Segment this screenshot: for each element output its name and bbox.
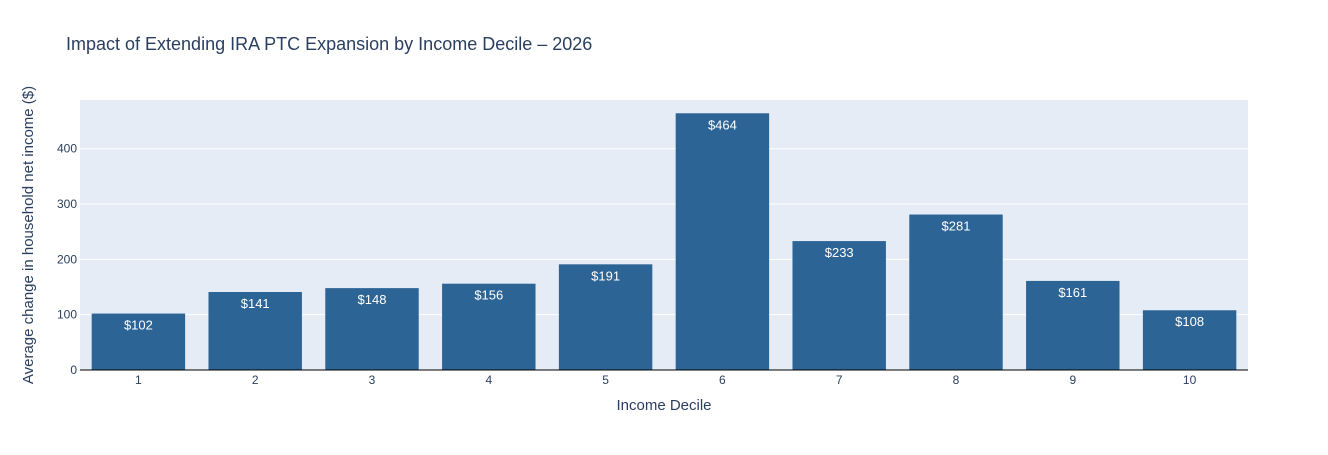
bar-value-label: $156 <box>474 288 503 303</box>
bar-value-label: $281 <box>942 219 971 234</box>
bar-decile-4 <box>442 283 536 370</box>
bar-decile-3 <box>325 288 419 370</box>
bar-value-label: $108 <box>1175 314 1204 329</box>
x-tick-label: 2 <box>252 373 259 387</box>
bar-value-label: $191 <box>591 268 620 283</box>
x-tick-label: 1 <box>135 373 142 387</box>
bar-decile-1 <box>91 313 186 370</box>
x-tick-label: 3 <box>369 373 376 387</box>
y-tick-label: 200 <box>57 252 77 266</box>
bar-value-label: $233 <box>825 245 854 260</box>
y-tick-label: 400 <box>57 142 77 156</box>
bar-decile-6 <box>675 113 770 370</box>
y-tick-label: 300 <box>57 197 77 211</box>
x-tick-label: 8 <box>953 373 960 387</box>
x-tick-label: 10 <box>1183 373 1197 387</box>
bar-value-label: $161 <box>1058 285 1087 300</box>
bar-decile-10 <box>1142 310 1237 370</box>
y-axis-title: Average change in household net income (… <box>20 86 37 384</box>
bar-decile-2 <box>208 291 302 370</box>
bar-decile-7 <box>792 241 886 370</box>
x-axis-ticks: 1 2 3 4 5 6 7 8 9 10 <box>135 373 1197 387</box>
bar-value-label: $148 <box>358 292 387 307</box>
bar-decile-5 <box>558 264 653 370</box>
y-axis-ticks: 0 100 200 300 400 <box>57 142 77 377</box>
bar-decile-8 <box>909 214 1003 370</box>
bar-labels: $102 $141 $148 $156 $191 $464 $233 $281 $161 $108 <box>124 117 1204 332</box>
x-tick-label: 6 <box>719 373 726 387</box>
y-tick-label: 100 <box>57 308 77 322</box>
x-tick-label: 4 <box>485 373 492 387</box>
bars <box>91 113 1237 370</box>
y-tick-label: 0 <box>70 363 77 377</box>
x-tick-label: 5 <box>602 373 609 387</box>
bar-value-label: $464 <box>708 117 737 132</box>
bar-value-label: $102 <box>124 318 153 333</box>
x-tick-label: 7 <box>836 373 843 387</box>
bar-value-label: $141 <box>241 296 270 311</box>
x-axis-title: Income Decile <box>616 397 711 414</box>
chart-title: Impact of Extending IRA PTC Expansion by… <box>66 34 592 54</box>
x-tick-label: 9 <box>1069 373 1076 387</box>
bar-decile-9 <box>1026 280 1120 370</box>
